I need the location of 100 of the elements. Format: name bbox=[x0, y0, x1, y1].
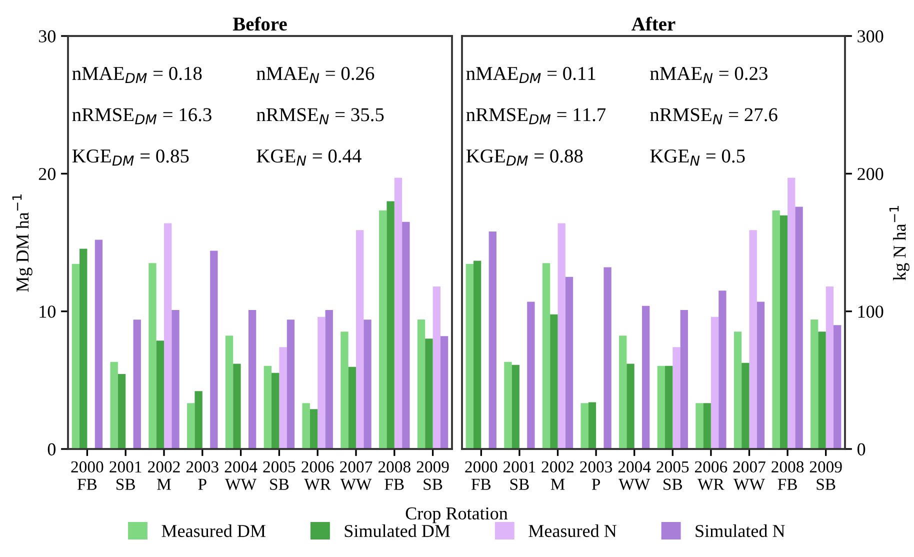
bar bbox=[749, 230, 757, 449]
annotation: KGE$_{N}$ = 0.5 bbox=[650, 149, 745, 166]
bar bbox=[466, 264, 474, 449]
annotation: nRMSE$_{DM}$ = 16.3 bbox=[72, 108, 212, 124]
bar bbox=[588, 402, 596, 449]
bar bbox=[80, 248, 88, 449]
y2-tick-label: 300 bbox=[858, 30, 884, 42]
y-tick-label: 20 bbox=[38, 168, 56, 180]
bar bbox=[118, 374, 126, 449]
bar bbox=[417, 319, 426, 449]
y2-axis-title: kg N ha$^{−1}$ bbox=[889, 206, 910, 280]
bar bbox=[604, 267, 612, 449]
bar bbox=[402, 222, 410, 449]
y-tick-label: 10 bbox=[40, 306, 56, 318]
x-tick-label: 2003 P bbox=[580, 461, 612, 490]
bar bbox=[248, 310, 256, 449]
bar bbox=[164, 223, 172, 449]
bar bbox=[734, 332, 742, 449]
chart-title: After bbox=[632, 16, 676, 31]
x-tick-label: 2007 WW bbox=[733, 461, 766, 490]
x-tick-label: 2005 SB bbox=[656, 461, 689, 490]
bar bbox=[310, 409, 318, 449]
x-tick-label: 2009 SB bbox=[416, 461, 449, 490]
bar bbox=[710, 316, 719, 449]
legend-label: Measured N bbox=[528, 524, 616, 538]
bar bbox=[642, 306, 650, 449]
annotation: nMAE$_{N}$ = 0.26 bbox=[256, 66, 374, 84]
bar bbox=[473, 260, 482, 449]
bar bbox=[772, 210, 780, 449]
x-tick-label: 2006 WR bbox=[695, 461, 728, 490]
x-tick-label: 2001 SB bbox=[504, 461, 536, 490]
y2-tick-label: 0 bbox=[857, 443, 866, 456]
x-tick-label: 2004 WW bbox=[618, 461, 651, 490]
x-tick-label: 2008 FB bbox=[378, 461, 410, 490]
bar bbox=[172, 310, 180, 449]
bar bbox=[834, 325, 842, 449]
y2-tick-label: 200 bbox=[858, 168, 884, 180]
annotation: nRMSE$_{N}$ = 27.6 bbox=[650, 108, 778, 124]
bar bbox=[512, 364, 520, 449]
bar bbox=[504, 362, 512, 449]
legend-label: Measured DM bbox=[162, 524, 266, 538]
x-tick-label: 2005 SB bbox=[263, 461, 296, 490]
bar bbox=[440, 336, 448, 449]
annotation: KGE$_{DM}$ = 0.85 bbox=[72, 149, 189, 166]
bar bbox=[325, 310, 333, 449]
x-tick-label: 2000 FB bbox=[465, 461, 498, 490]
annotation: KGE$_{DM}$ = 0.88 bbox=[466, 149, 583, 166]
bar bbox=[718, 290, 726, 449]
legend-label: Simulated DM bbox=[344, 524, 450, 538]
bar bbox=[318, 316, 326, 449]
bar bbox=[379, 210, 387, 449]
bar bbox=[148, 263, 156, 449]
annotation: nRMSE$_{N}$ = 35.5 bbox=[256, 108, 384, 124]
bar bbox=[187, 403, 195, 449]
bar bbox=[580, 403, 588, 449]
x-tick-label: 2004 WW bbox=[224, 461, 258, 490]
x-tick-label: 2007 WW bbox=[340, 461, 372, 490]
bar bbox=[810, 319, 818, 449]
bar bbox=[264, 366, 272, 449]
y2-tick-label: 100 bbox=[858, 306, 884, 318]
bar bbox=[340, 332, 348, 449]
x-tick-label: 2008 FB bbox=[772, 461, 804, 490]
bar bbox=[565, 276, 574, 449]
bar bbox=[626, 364, 634, 449]
bar bbox=[110, 362, 118, 449]
bar bbox=[233, 364, 241, 449]
bar bbox=[94, 240, 103, 449]
x-tick-label: 2000 FB bbox=[71, 461, 104, 490]
bar bbox=[194, 391, 202, 449]
bar bbox=[527, 302, 535, 449]
bar bbox=[133, 320, 141, 449]
legend-label: Simulated N bbox=[696, 524, 785, 538]
y-tick-label: 0 bbox=[48, 443, 56, 456]
x-tick-label: 2009 SB bbox=[810, 461, 842, 490]
bar bbox=[696, 403, 704, 449]
bar bbox=[356, 230, 364, 449]
annotation: nRMSE$_{DM}$ = 11.7 bbox=[466, 108, 606, 124]
x-tick-label: 2002 M bbox=[148, 461, 180, 490]
annotation: KGE$_{N}$ = 0.44 bbox=[256, 149, 362, 166]
bar bbox=[488, 231, 496, 449]
annotation: nMAE$_{DM}$ = 0.18 bbox=[72, 66, 202, 84]
bar bbox=[542, 263, 550, 449]
x-axis-title: Crop Rotation bbox=[406, 507, 508, 524]
bar bbox=[225, 336, 234, 449]
y-axis-title: Mg DM ha$^{−1}$ bbox=[12, 194, 32, 292]
annotation: nMAE$_{N}$ = 0.23 bbox=[650, 66, 768, 84]
bar bbox=[364, 320, 372, 449]
x-tick-label: 2006 WR bbox=[302, 461, 334, 490]
x-tick-label: 2001 SB bbox=[110, 461, 142, 490]
y-tick-label: 30 bbox=[39, 30, 56, 42]
bar bbox=[795, 206, 803, 449]
chart-title: Before bbox=[232, 16, 287, 31]
bar bbox=[619, 336, 627, 449]
x-tick-label: 2003 P bbox=[186, 461, 218, 490]
bar bbox=[286, 320, 295, 449]
x-tick-label: 2002 M bbox=[542, 461, 574, 490]
bar bbox=[72, 264, 80, 449]
annotation: nMAE$_{DM}$ = 0.11 bbox=[466, 66, 596, 84]
bar bbox=[680, 310, 688, 449]
bar bbox=[302, 403, 310, 449]
